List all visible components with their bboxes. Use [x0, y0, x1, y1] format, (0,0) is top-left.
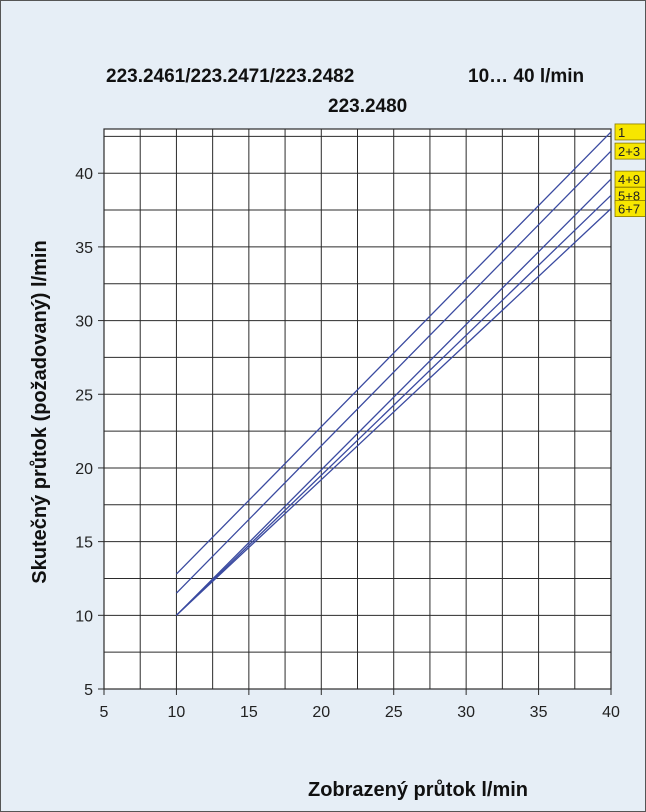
y-tick-label: 20: [75, 461, 93, 478]
legend-label-5: 6+7: [618, 202, 640, 217]
legend-swatch-2: [614, 142, 645, 160]
series-line-5: [175, 208, 612, 616]
x-tick-label: 35: [530, 704, 548, 721]
legend-swatch-1: [614, 123, 645, 141]
chart-title-line2: 223.2480: [328, 96, 407, 117]
x-tick-label: 25: [385, 704, 403, 721]
legend-label-3: 4+9: [618, 172, 640, 187]
legend-label-4: 5+8: [618, 188, 640, 203]
series-lines: [175, 131, 612, 616]
y-tick-label: 15: [75, 535, 93, 552]
x-tick-label: 30: [457, 704, 475, 721]
y-tick-label: 25: [75, 387, 93, 404]
x-tick-label: 40: [602, 704, 620, 721]
legend-label-1: 1: [618, 125, 625, 140]
tick-labels: 5 10 15 20 25 30 35 40 5 10 15 20 25 30 35 40: [75, 166, 620, 721]
legend-label-2: 2+3: [618, 144, 640, 159]
x-axis-label: Zobrazený průtok l/min: [308, 779, 528, 801]
y-tick-label: 5: [84, 682, 93, 699]
chart-title-line1: 223.2461/223.2471/223.2482: [106, 66, 354, 87]
y-tick-label: 35: [75, 240, 93, 257]
x-tick-label: 10: [168, 704, 186, 721]
legend: 1 2+3 4+95+86+7: [614, 123, 645, 217]
legend-swatch-5: [614, 200, 645, 217]
y-tick-label: 30: [75, 314, 93, 331]
plot-border: [103, 128, 612, 690]
series-line-3: [175, 178, 612, 616]
series-line-1: [175, 131, 612, 575]
grid: [103, 128, 612, 690]
series-line-4: [175, 194, 612, 616]
y-tick-label: 10: [75, 608, 93, 625]
x-tick-label: 5: [100, 704, 109, 721]
x-tick-label: 20: [312, 704, 330, 721]
chart-title-range: 10… 40 l/min: [468, 66, 584, 87]
x-tick-label: 15: [240, 704, 258, 721]
y-tick-label: 40: [75, 166, 93, 183]
y-axis-label: Skutečný průtok (požadovaný) l/min: [29, 240, 51, 583]
series-line-2: [175, 150, 612, 594]
